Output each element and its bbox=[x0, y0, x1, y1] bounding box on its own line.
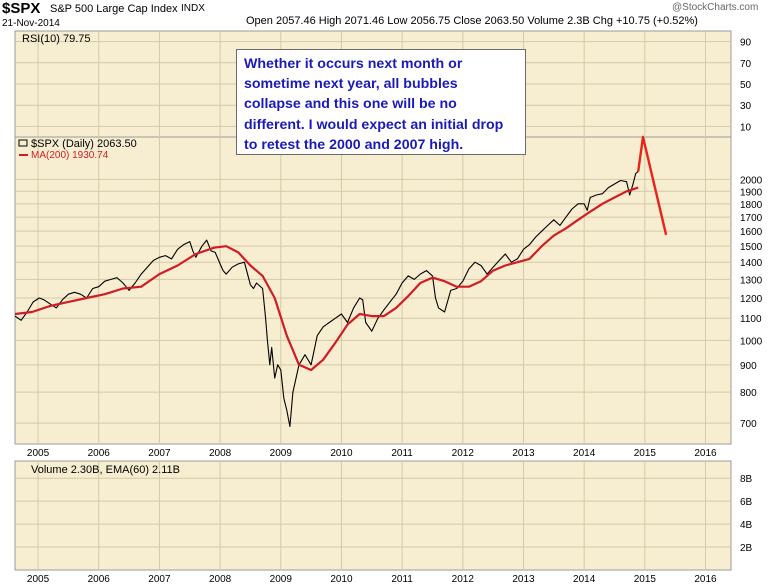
volume-tick-label: 8B bbox=[740, 474, 753, 485]
price-tick-label: 1400 bbox=[740, 258, 763, 269]
price-tick-label: 1000 bbox=[740, 336, 763, 347]
x-tick-label: 2015 bbox=[634, 448, 657, 459]
rsi-tick-label: 70 bbox=[740, 59, 752, 70]
price-tick-label: 1200 bbox=[740, 294, 763, 305]
price-tick-label: 1900 bbox=[740, 187, 763, 198]
x-tick-label: 2008 bbox=[209, 448, 232, 459]
watermark: @StockCharts.com bbox=[672, 2, 759, 13]
rsi-tick-label: 90 bbox=[740, 38, 752, 49]
chart-name: S&P 500 Large Cap Index bbox=[50, 3, 178, 15]
ma200-line bbox=[14, 186, 639, 372]
x-tick-label: 2011 bbox=[391, 574, 413, 585]
x-tick-label: 2012 bbox=[452, 448, 475, 459]
price-tick-label: 1500 bbox=[740, 242, 763, 253]
x-tick-label: 2016 bbox=[694, 574, 717, 585]
x-tick-label: 2010 bbox=[330, 448, 353, 459]
price-legend: $SPX (Daily) 2063.50 bbox=[31, 138, 137, 150]
price-tick-label: 1700 bbox=[740, 213, 763, 224]
x-tick-label: 2007 bbox=[148, 448, 171, 459]
rsi-tick-label: 10 bbox=[740, 122, 752, 133]
x-tick-label: 2008 bbox=[209, 574, 232, 585]
x-tick-label: 2005 bbox=[27, 574, 50, 585]
price-series bbox=[14, 135, 668, 428]
volume-panel bbox=[14, 460, 732, 571]
price-tick-label: 1100 bbox=[740, 314, 762, 325]
price-tick-label: 1600 bbox=[740, 227, 763, 238]
x-tick-label: 2007 bbox=[148, 574, 171, 585]
quote-line: Open 2057.46 High 2071.46 Low 2056.75 Cl… bbox=[246, 15, 698, 27]
chart-exchange: INDX bbox=[181, 3, 205, 14]
x-tick-label: 2011 bbox=[391, 448, 413, 459]
rsi-tick-label: 50 bbox=[740, 80, 752, 91]
volume-tick-label: 6B bbox=[740, 497, 753, 508]
x-tick-label: 2016 bbox=[694, 448, 717, 459]
price-tick-label: 700 bbox=[740, 419, 757, 430]
price-panel bbox=[14, 136, 732, 445]
x-tick-label: 2010 bbox=[330, 574, 353, 585]
x-tick-label: 2013 bbox=[512, 574, 535, 585]
x-tick-label: 2009 bbox=[270, 574, 293, 585]
price-tick-label: 900 bbox=[740, 361, 757, 372]
chart-date: 21-Nov-2014 bbox=[2, 18, 60, 29]
price-line bbox=[14, 170, 639, 428]
x-tick-label: 2012 bbox=[452, 574, 475, 585]
annotation-line: different. I would expect an initial dro… bbox=[244, 116, 504, 133]
volume-tick-label: 2B bbox=[740, 543, 753, 554]
price-tick-label: 800 bbox=[740, 388, 757, 399]
x-tick-label: 2015 bbox=[634, 574, 657, 585]
volume-legend: Volume 2.30B, EMA(60) 2.11B bbox=[31, 464, 180, 476]
x-tick-label: 2009 bbox=[270, 448, 293, 459]
rsi-legend: RSI(10) 79.75 bbox=[22, 33, 90, 45]
price-tick-label: 2000 bbox=[740, 175, 763, 186]
price-legend-swatch bbox=[18, 139, 28, 147]
price-tick-label: 1300 bbox=[740, 275, 763, 286]
annotation-line: to retest the 2000 and 2007 high. bbox=[244, 136, 464, 153]
x-tick-label: 2013 bbox=[512, 448, 535, 459]
volume-tick-label: 4B bbox=[740, 520, 753, 531]
x-tick-label: 2014 bbox=[573, 574, 596, 585]
x-tick-label: 2005 bbox=[27, 448, 50, 459]
ma-legend: MA(200) 1930.74 bbox=[31, 150, 109, 161]
chart-symbol: $SPX bbox=[2, 0, 41, 17]
annotation-box: Whether it occurs next month or sometime… bbox=[236, 49, 526, 155]
y-tick-labels: 10 30 50 70 90 700 800 900 1000 1100 1200 1300 1400 1… bbox=[740, 38, 763, 554]
price-tick-label: 1800 bbox=[740, 200, 763, 211]
x-tick-label: 2014 bbox=[573, 448, 596, 459]
x-tick-label: 2006 bbox=[88, 574, 111, 585]
x-tick-labels: 2005 2005 2006 2006 2007 2007 2008 2008 2009 2009… bbox=[27, 448, 717, 585]
annotation-line: Whether it occurs next month or bbox=[244, 56, 463, 72]
projection-line bbox=[637, 135, 668, 236]
rsi-tick-label: 30 bbox=[740, 101, 752, 112]
x-tick-label: 2006 bbox=[88, 448, 111, 459]
annotation-line: sometime next year, all bubbles bbox=[244, 76, 458, 93]
annotation-line: collapse and this one will be no bbox=[244, 96, 457, 113]
